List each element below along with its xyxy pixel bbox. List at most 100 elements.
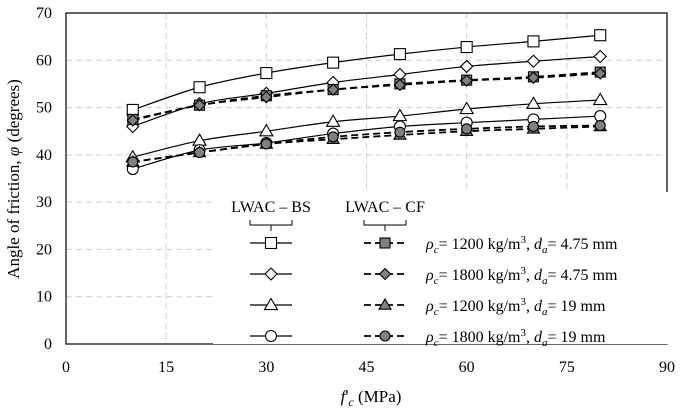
legend-label-part: = [548, 329, 561, 346]
legend-label-part: ρ [425, 267, 434, 284]
legend-label-part: = [439, 267, 452, 284]
legend-label-part: mm [577, 298, 606, 315]
series-1 [126, 29, 607, 116]
legend-label-part: , [526, 329, 534, 346]
data-point [193, 81, 206, 94]
legend-label-part: = [548, 298, 561, 315]
legend-label: ρc= 1800 kg/m3, da= 19 mm [425, 327, 606, 349]
x-tick-label: 90 [659, 359, 675, 376]
y-tick-label: 60 [36, 52, 52, 69]
series-6 [126, 67, 607, 127]
data-point [326, 83, 340, 96]
x-tick-label: 15 [158, 359, 174, 376]
data-point [594, 119, 606, 132]
data-point [394, 126, 406, 138]
data-point [592, 92, 608, 106]
legend-label-part: d [534, 267, 543, 284]
y-tick-label: 50 [36, 100, 52, 117]
x-tick-label: 60 [459, 359, 475, 376]
legend-marker-cf [379, 237, 391, 249]
legend-label-part: = [439, 236, 452, 253]
legend-label-part: 3 [521, 296, 527, 308]
y-tick-label: 40 [36, 147, 52, 164]
legend-label-part: = [548, 267, 561, 284]
legend-marker-bs [264, 236, 278, 250]
series-8 [127, 119, 606, 168]
legend-label-part: mm [577, 329, 606, 346]
data-point [325, 114, 341, 127]
legend-label-part: , [526, 267, 534, 284]
legend-label-part: kg/m [484, 267, 521, 284]
data-point [461, 123, 473, 135]
legend-label-part: 1800 [452, 329, 484, 346]
data-point [526, 54, 541, 69]
data-point [126, 103, 139, 116]
legend-label-part: a [542, 306, 548, 318]
legend-label-part: 19 [561, 298, 577, 315]
y-tick-label: 10 [36, 289, 52, 306]
data-point [260, 90, 273, 104]
data-point [260, 138, 272, 150]
x-title-prime: ' [345, 387, 348, 406]
legend-label-part: 3 [521, 327, 527, 339]
legend-label-part: c [434, 337, 439, 349]
legend-background [213, 192, 683, 344]
y-tick-label: 70 [36, 5, 52, 22]
y-title-symbol: φ [4, 147, 23, 156]
legend-marker-cf [378, 267, 392, 281]
legend-label-part: a [542, 275, 548, 287]
data-point [459, 101, 475, 115]
data-point [393, 48, 406, 61]
legend-label-part: , [526, 298, 534, 315]
legend-label-part: a [542, 337, 548, 349]
series-line [132, 34, 601, 111]
y-tick-label: 0 [44, 336, 52, 353]
legend-label-part: mm [589, 267, 618, 284]
data-point [258, 123, 274, 137]
x-tick-label: 30 [258, 359, 274, 376]
y-tick-label: 30 [36, 194, 52, 211]
x-tick-label: 45 [359, 359, 375, 376]
data-point [460, 40, 473, 54]
legend-label-part: 1800 [452, 267, 484, 284]
y-tick-label: 20 [36, 241, 52, 258]
series-line [132, 99, 601, 158]
data-point [127, 156, 139, 168]
legend-marker-bs [263, 297, 279, 311]
x-title-f: f [341, 387, 348, 406]
legend-label-part: 3 [521, 265, 527, 277]
legend-label-part: mm [589, 236, 618, 253]
x-title-units: (MPa) [354, 387, 402, 406]
x-axis-title: f'c (MPa) [341, 387, 402, 409]
data-point [527, 35, 540, 48]
legend-label: ρc= 1200 kg/m3, da= 4.75 mm [425, 234, 618, 256]
legend-label-part: d [534, 298, 543, 315]
y-title-main: Angle of friction, [4, 156, 23, 279]
legend-label-part: c [434, 275, 439, 287]
data-point [525, 96, 541, 109]
series-layer [125, 29, 608, 176]
data-point [393, 78, 407, 92]
series-line [132, 125, 601, 163]
legend-label-part: 1200 [452, 298, 484, 315]
series-line [132, 124, 601, 163]
data-point [327, 56, 340, 69]
tick-labels: 0 15 30 45 60 75 90 0 10 20 30 40 50 60 70 [36, 5, 675, 376]
x-tick-label: 0 [62, 359, 70, 376]
data-point [593, 49, 608, 64]
legend-row: ρc= 1800 kg/m3, da= 4.75 mm [250, 265, 618, 287]
legend-row: ρc= 1200 kg/m3, da= 19 mm [250, 296, 606, 318]
legend-title-cf: LWAC – CF [345, 199, 425, 216]
data-point [527, 120, 539, 133]
legend-label: ρc= 1800 kg/m3, da= 4.75 mm [425, 265, 618, 287]
legend-label-part: ρ [425, 236, 434, 253]
legend: LWAC – BS LWAC – CF ρc= 1200 kg/m3, da= … [213, 192, 683, 349]
series-line [132, 115, 601, 170]
legend-label-part: d [534, 236, 543, 253]
legend-label-part: c [434, 244, 439, 256]
x-title-sub: c [348, 395, 354, 409]
legend-label-part: kg/m [484, 236, 521, 253]
data-point [593, 67, 607, 80]
